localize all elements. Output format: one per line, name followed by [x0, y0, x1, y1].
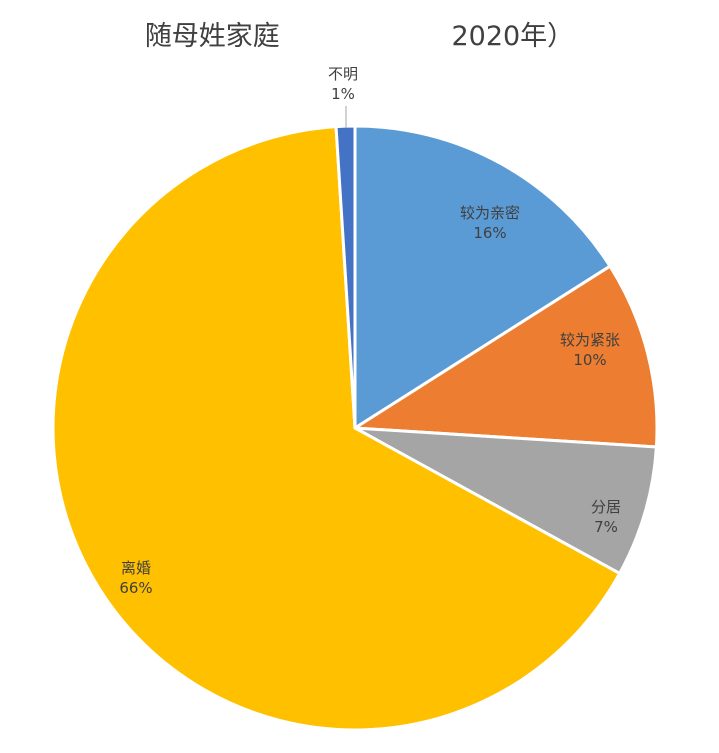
chart-title: 随母姓家庭 2020年） [144, 21, 575, 52]
pie-slice-1 [350, 264, 659, 449]
slice-value-label-3: 66% [119, 579, 152, 597]
pie-slice-2 [354, 426, 658, 576]
slice-label-3: 离婚 [121, 559, 151, 577]
slice-label-2: 分居 [591, 498, 621, 516]
slice-value-label-4: 1% [331, 85, 355, 103]
slice-label-0: 较为亲密 [460, 204, 520, 222]
pie-slice-0 [353, 124, 613, 431]
slice-label-4: 不明 [328, 65, 358, 83]
slice-label-1: 较为紧张 [560, 331, 620, 349]
slice-value-label-0: 16% [473, 224, 506, 242]
pie-slice-3 [51, 125, 622, 732]
slice-value-label-1: 10% [573, 351, 606, 369]
slice-labels: 较为亲密 16% 较为紧张 10% 分居 7% 离婚 66% 不明 1% [119, 65, 621, 597]
slice-value-label-2: 7% [594, 518, 618, 536]
pie-slices [51, 124, 659, 732]
